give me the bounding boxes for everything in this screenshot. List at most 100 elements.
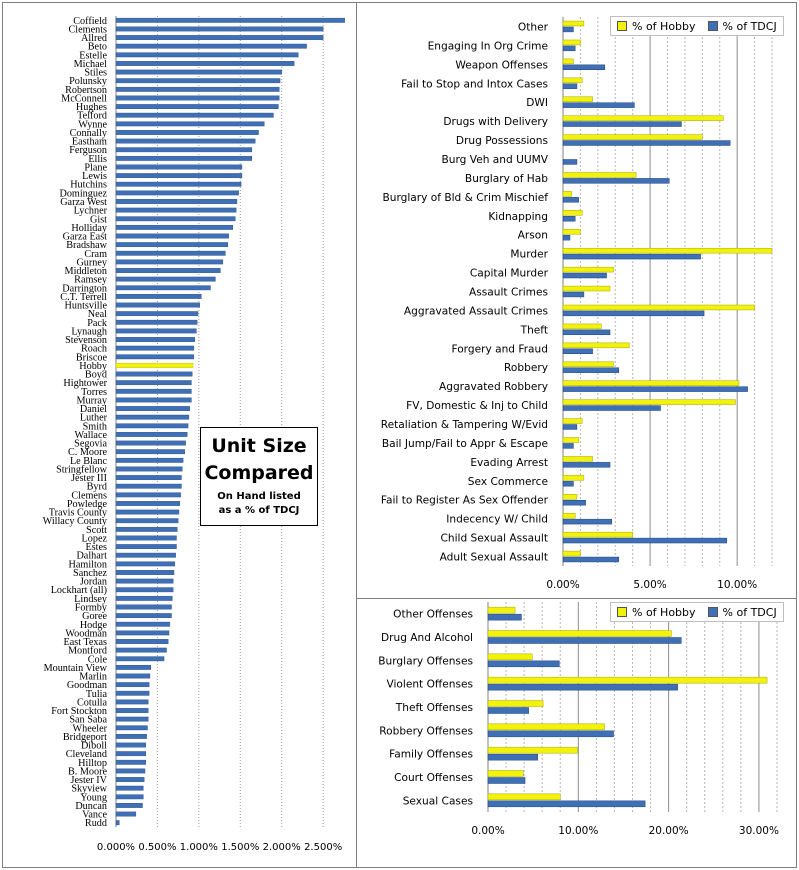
unit-size-chart: 0.000% 0.500% 1.000% 1.500% 2.000% 2.500% Coff… [43, 16, 345, 853]
category-label-young: Young [80, 792, 107, 803]
bar-tdcj-drug-possessions [562, 140, 731, 146]
category-label-mountain-view: Mountain View [44, 663, 108, 674]
bar-hobby-family-offenses [487, 746, 578, 754]
bar-clements [115, 26, 324, 32]
bar-c-t-terrell [115, 293, 202, 299]
category-label-theft: Theft [520, 324, 548, 336]
bar-clemens [115, 492, 181, 498]
category-label-byrd: Byrd [87, 482, 107, 493]
category-label-arson: Arson [518, 230, 548, 242]
category-label-scott: Scott [86, 525, 107, 536]
category-label-holliday: Holliday [71, 223, 108, 234]
bar-tdcj-engaging-in-org-crime [562, 45, 576, 52]
bar-hobby-court-offenses [487, 770, 524, 777]
category-label-evading-arrest: Evading Arrest [470, 457, 548, 469]
bar-estes [115, 544, 177, 550]
legend-label-hobby: % of Hobby [632, 19, 696, 33]
bar-hobby-arson [562, 229, 581, 235]
bar-sanchez [115, 570, 175, 575]
bar-hobby-weapon-offenses [562, 58, 574, 65]
bar-tdcj-robbery-offenses [487, 730, 614, 738]
category-label-boyd: Boyd [85, 370, 107, 381]
category-label-murray: Murray [76, 395, 107, 406]
bar-hobby-engaging-in-org-crime [562, 39, 581, 46]
x-tick-label: 0.00% [546, 579, 579, 591]
category-label-middleton: Middleton [65, 266, 107, 277]
bar-garza-east [115, 233, 229, 239]
category-label-family-offenses: Family Offenses [389, 749, 473, 761]
chart-annotation-box: Unit Size Compared On Hand listed as a %… [200, 427, 318, 526]
category-label-montford: Montford [68, 646, 107, 657]
bar-hobby [115, 363, 194, 368]
bar-hobby-adult-sexual-assault [562, 550, 581, 557]
bar-tdcj-family-offenses [487, 753, 538, 761]
bar-telford [115, 112, 274, 118]
category-label-hilltop: Hilltop [78, 758, 107, 769]
category-label-sanchez: Sanchez [73, 568, 107, 579]
bar-tdcj-drug-and-alcohol [487, 637, 682, 644]
category-label-bradshaw: Bradshaw [66, 240, 107, 251]
x-tick-label: 2.000% [263, 842, 301, 853]
bar-hobby-aggravated-assault-crimes [562, 304, 755, 311]
category-label-rudd: Rudd [85, 818, 107, 829]
category-label-duncan: Duncan [75, 801, 107, 812]
category-label-dalhart: Dalhart [76, 551, 107, 562]
category-label-hughes: Hughes [76, 102, 107, 113]
bar-stringfellow [115, 466, 183, 472]
bar-lewis [115, 173, 243, 179]
offense-group-chart: 0.00% 10.00% 20.00% 30.00% Other Offenses Dru… [378, 602, 779, 837]
category-label-stringfellow: Stringfellow [56, 464, 108, 475]
annotation-subtitle-line1: On Hand listed [217, 491, 301, 502]
bar-tdcj-other-offenses [487, 613, 522, 621]
bar-hobby-child-sexual-assault [562, 531, 633, 538]
category-label-engaging-in-org-crime: Engaging In Org Crime [428, 40, 548, 52]
category-label-powledge: Powledge [67, 499, 108, 510]
category-label-assault-crimes: Assault Crimes [469, 287, 548, 299]
bar-le-blanc [115, 457, 184, 463]
category-label-fort-stockton: Fort Stockton [51, 706, 107, 717]
bar-neal [115, 311, 199, 317]
x-tick-label: 0.00% [471, 825, 504, 837]
category-label-burglary-offenses: Burglary Offenses [378, 655, 473, 667]
category-label-fv-domestic-inj-to-child: FV, Domestic & Inj to Child [406, 400, 548, 412]
category-label-beto: Beto [88, 42, 107, 53]
bar-eastham [115, 138, 256, 144]
bar-travis-county [115, 509, 180, 515]
category-label-polunsky: Polunsky [69, 76, 108, 87]
bar-hobby-drug-possessions [562, 134, 703, 140]
category-label-garza-west: Garza West [60, 197, 107, 208]
bar-tdcj-forgery-and-fraud [562, 348, 593, 354]
category-label-travis-county: Travis County [49, 508, 108, 519]
bar-hobby-dwi [562, 96, 593, 102]
bar-tdcj-fail-to-register-as-sex-offender [562, 499, 586, 506]
category-label-neal: Neal [88, 309, 107, 320]
bar-c-moore [115, 449, 185, 455]
annotation-subtitle-line2: as a % of TDCJ [218, 505, 300, 516]
category-label-marlin: Marlin [79, 672, 107, 683]
category-label-ferguson: Ferguson [69, 145, 107, 156]
bar-hobby-indecency-w-child [562, 513, 576, 519]
legend-swatch-tdcj [707, 607, 718, 617]
bar-tdcj-capital-murder [562, 272, 607, 279]
bar-hobby-burglary-of-hab [562, 172, 637, 178]
category-label-telford: Telford [77, 111, 107, 122]
category-label-roach: Roach [81, 344, 107, 355]
bar-young [115, 794, 144, 800]
category-label-lockhart-all: Lockhart (all) [51, 585, 107, 596]
category-label-dominguez: Dominguez [59, 188, 107, 199]
bar-roach [115, 345, 195, 351]
bar-hobby-drug-and-alcohol [487, 630, 672, 637]
category-label-darrington: Darrington [62, 283, 107, 294]
bar-hobby-sex-commerce [562, 475, 585, 481]
category-label-clements: Clements [69, 24, 108, 35]
bar-tdcj-aggravated-assault-crimes [562, 310, 705, 317]
bar-jester-iv [115, 777, 145, 782]
category-label-east-texas: East Texas [63, 637, 107, 648]
bar-cram [115, 250, 226, 256]
x-tick-label: 0.500% [138, 842, 176, 853]
bar-tdcj-aggravated-robbery [562, 386, 748, 392]
offense-detail-chart: 0.00% 5.00% 10.00% Other Engaging In Org Cri… [381, 17, 773, 591]
bar-san-saba [115, 716, 149, 722]
bar-wallace [115, 432, 188, 437]
bar-jester-iii [115, 475, 182, 480]
